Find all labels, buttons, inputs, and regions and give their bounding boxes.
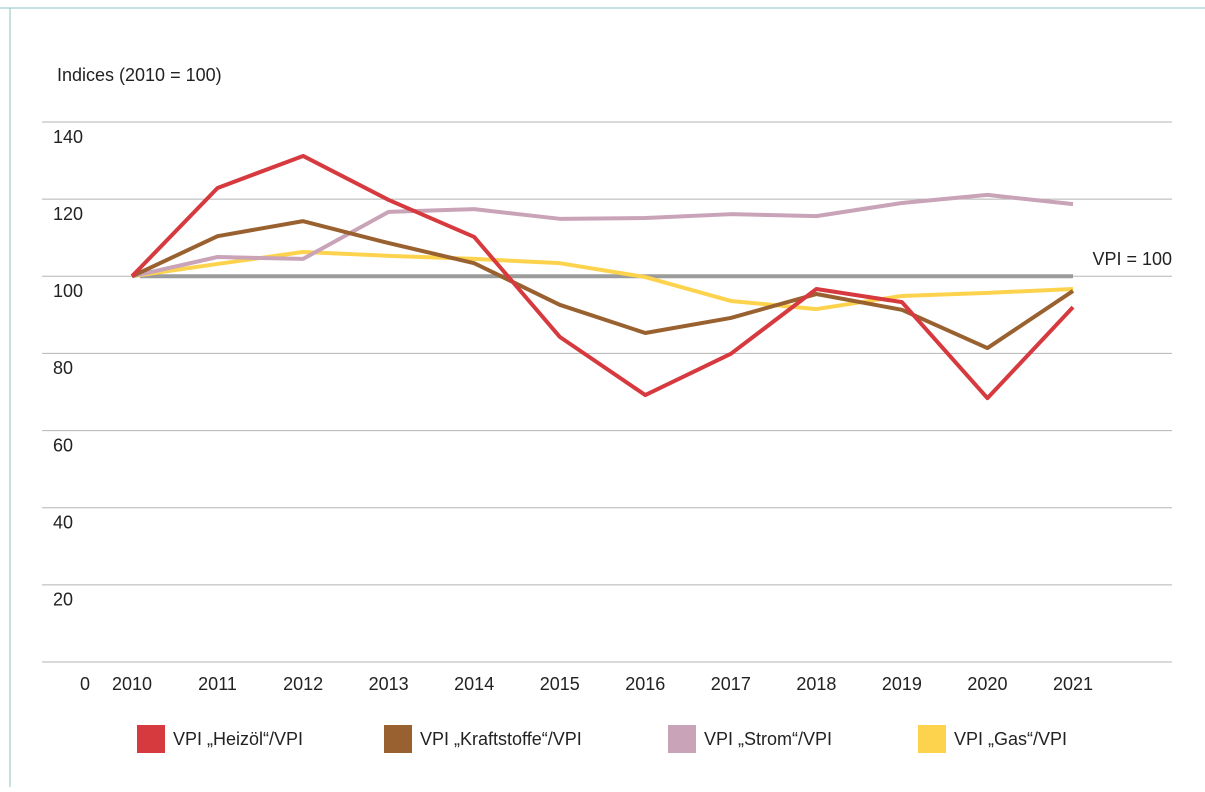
legend-swatch — [384, 725, 412, 753]
y-tick-label: 80 — [53, 358, 73, 378]
x-tick-label: 2015 — [540, 674, 580, 694]
legend-label: VPI „Heizöl“/VPI — [173, 729, 303, 749]
series-line — [131, 219, 1075, 351]
reference-label: VPI = 100 — [1092, 249, 1172, 269]
y-axis-label: Indices (2010 = 100) — [57, 65, 222, 85]
y-tick-label: 20 — [53, 590, 73, 610]
y-tick-label: 0 — [80, 674, 90, 694]
y-tick-label: 60 — [53, 435, 73, 455]
y-tick-label: 100 — [53, 281, 83, 301]
legend-label: VPI „Gas“/VPI — [954, 729, 1067, 749]
x-tick-label: 2016 — [625, 674, 665, 694]
series-line — [130, 153, 1075, 401]
legend-swatch — [918, 725, 946, 753]
x-tick-label: 2021 — [1053, 674, 1093, 694]
x-tick-label: 2020 — [967, 674, 1007, 694]
series-line — [131, 192, 1074, 279]
series-line — [131, 249, 1074, 312]
x-tick-label: 2011 — [198, 674, 237, 694]
x-tick-label: 2019 — [882, 674, 922, 694]
x-tick-label: 2010 — [112, 674, 152, 694]
x-tick-label: 2017 — [711, 674, 751, 694]
y-tick-label: 140 — [53, 127, 83, 147]
x-tick-label: 2012 — [283, 674, 323, 694]
x-tick-label: 2013 — [369, 674, 409, 694]
legend-label: VPI „Kraftstoffe“/VPI — [420, 729, 582, 749]
legend-swatch — [668, 725, 696, 753]
legend-label: VPI „Strom“/VPI — [704, 729, 832, 749]
y-tick-label: 120 — [53, 204, 83, 224]
x-tick-label: 2018 — [796, 674, 836, 694]
x-tick-label: 2014 — [454, 674, 494, 694]
y-tick-label: 40 — [53, 512, 73, 532]
legend-swatch — [137, 725, 165, 753]
